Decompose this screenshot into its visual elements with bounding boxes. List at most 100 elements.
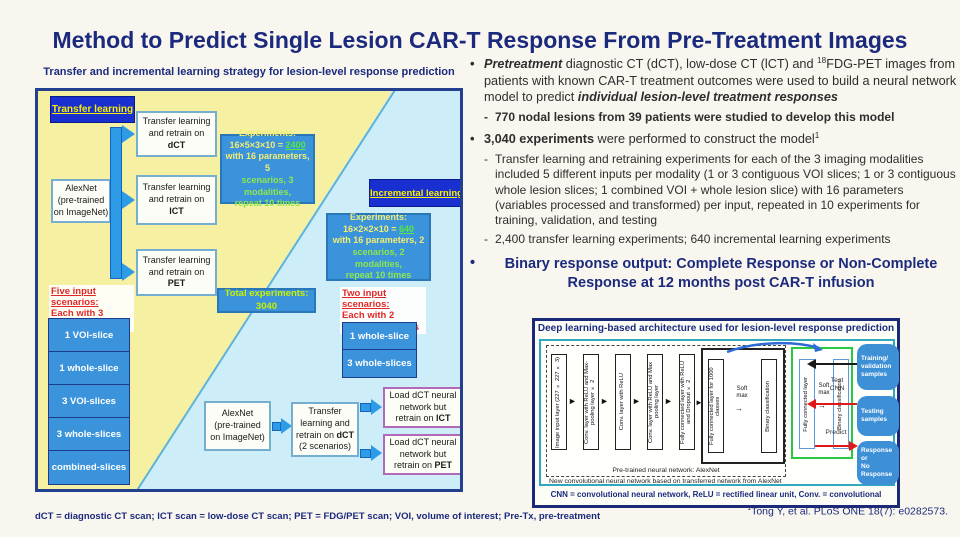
scenario-inc-1-whole-slice: 1 whole-slice	[343, 323, 416, 350]
load-retrain-pet-box: Load dCT neural network but retrain on P…	[383, 434, 460, 475]
incremental-learning-label: Incremental learning	[369, 179, 460, 207]
alexnet-text: AlexNet (pre-trained on ImageNet)	[53, 183, 109, 217]
alexnet-box: AlexNet (pre-trained on ImageNet)	[51, 179, 111, 223]
alexnet-text-2: AlexNet (pre-trained on ImageNet)	[210, 408, 265, 442]
transfer-curve-arrow-icon	[726, 341, 823, 353]
alexnet-box-2: AlexNet (pre-trained on ImageNet)	[204, 401, 271, 451]
bullet-1-sub: - 770 nodal lesions from 39 patients wer…	[484, 110, 958, 125]
new-network-label: New convolutional neural network based o…	[549, 478, 782, 485]
softmax-arrow-1-icon: →	[735, 404, 743, 413]
arrow-to-lct-icon	[122, 191, 135, 209]
arrow-to-load-lct-icon	[371, 399, 382, 415]
total-experiments-box: Total experiments: 3040	[217, 288, 316, 313]
softmax-arrow-2-icon: →	[818, 401, 826, 410]
branch-arrow-bar	[110, 127, 122, 279]
tl2-suffix: (2 scenarios)	[298, 441, 352, 452]
b2-seg2: were performed to construct the model	[594, 132, 815, 147]
pet-bold: PET	[167, 278, 186, 289]
transfer-pet-box: Transfer learning and retrain on PET	[136, 249, 217, 296]
arrow-to-load-lct-bar	[360, 403, 371, 412]
predict-label: Predict	[825, 429, 847, 436]
binary-classification-1-text: Binary classification	[765, 380, 772, 432]
layer-conv-relu: Conv. layer with ReLU	[615, 354, 631, 450]
reference-sup: 1	[747, 505, 752, 512]
two-scenarios-stack: 1 whole-slice 3 whole-slices	[342, 322, 417, 378]
bullet-1-marker: •	[470, 56, 475, 71]
exp1-line4: scenarios, 3 modalities,	[241, 174, 294, 197]
b1-seg3: FDG-PET images from patients with known …	[484, 57, 957, 105]
b2-sup1: 1	[814, 131, 820, 141]
b1-sup18: 18	[817, 56, 827, 65]
dct-bold: dCT	[167, 139, 186, 150]
page-title: Method to Predict Single Lesion CAR-T Re…	[52, 27, 908, 53]
b2-sub1-marker: -	[484, 151, 488, 166]
b1-seg2: diagnostic CT (dCT), low-dose CT (lCT) a…	[562, 57, 818, 72]
b3-text: Binary response output: Complete Respons…	[504, 255, 938, 291]
experiments-incremental-box: Experiments: 16×2×2×10 = 640 with 16 par…	[326, 212, 431, 281]
pretrained-network-label: Pre-trained neural network: AlexNet	[612, 467, 720, 474]
b2-sub2-marker: -	[484, 231, 488, 246]
training-arrow-line	[815, 363, 857, 365]
reference-text: Tong Y, et al. PLoS ONE 18(7): e0282573.	[751, 505, 948, 518]
architecture-legend: CNN = convolutional neural network, ReLU…	[550, 490, 882, 499]
softmax-label-2: Soft max	[818, 383, 830, 396]
predict-arrow-head-icon	[849, 441, 858, 451]
load-lct-bold: lCT	[436, 413, 451, 424]
response-output-blob: Response or No Response	[857, 441, 899, 485]
layer-conv-relu-text: Conv. layer with ReLU	[619, 373, 626, 431]
exp1-total: 2400	[285, 139, 306, 150]
architecture-title: Deep learning-based architecture used fo…	[537, 323, 895, 334]
load-retrain-lct-box: Load dCT neural network but retrain on l…	[383, 387, 460, 428]
predict-arrow-line	[815, 445, 851, 447]
testing-samples-blob: Testing samples	[857, 396, 899, 436]
b1-pretreatment: Pretreatment	[484, 57, 563, 72]
layer-arrow-1-icon: ►	[568, 396, 577, 406]
bullet-list: • Pretreatment diagnostic CT (dCT), low-…	[470, 56, 958, 297]
arrow-alexnet2-bar	[272, 422, 281, 431]
layer-arrow-5-icon: ►	[695, 398, 703, 407]
bullet-3-marker: •	[470, 254, 476, 271]
layer-fc-dropout: Fully connected layer with ReLU and Drop…	[679, 354, 695, 450]
lct-bold: lCT	[169, 205, 184, 216]
training-arrow-head-icon	[807, 359, 816, 369]
learning-strategy-diagram: Transfer learning AlexNet (pre-trained o…	[35, 88, 463, 492]
layer-arrow-3-icon: ►	[632, 396, 641, 406]
binary-classification-box-1: Binary classification	[761, 359, 777, 453]
scenario-3-whole-slices: 3 whole-slices	[49, 418, 129, 451]
transfer-learning-label: Transfer learning	[50, 96, 135, 123]
load-lct-prefix: Load dCT neural network but retrain on	[389, 389, 457, 424]
exp2-total: 640	[399, 223, 415, 234]
diagram-subtitle: Transfer and incremental learning strate…	[43, 66, 455, 78]
layer-image-input-text: Image input layer (227 × 227 × 3)	[555, 356, 562, 448]
five-scenarios-stack: 1 VOI-slice 1 whole-slice 3 VOI-slices 3…	[48, 318, 130, 485]
load-pet-prefix: Load dCT neural network but retrain on	[389, 436, 457, 471]
layer-conv-maxpool-1: Conv. layer with ReLU and Max-pooling la…	[583, 354, 599, 450]
bullet-1: • Pretreatment diagnostic CT (dCT), low-…	[470, 56, 958, 106]
test-arrow-head-icon	[807, 399, 816, 409]
layer-fc-dropout-text: Fully connected layer with ReLU and Drop…	[680, 360, 692, 444]
exp1-line3: with 16 parameters, 5	[225, 151, 310, 174]
exp1-line1: Experiments:	[238, 128, 297, 139]
b2-experiments: 3,040 experiments	[484, 132, 595, 147]
exp2-line4: scenarios, 2 modalities,	[352, 247, 405, 269]
scenario-inc-3-whole-slices: 3 whole-slices	[343, 350, 416, 377]
transfer-lct-text: Transfer learning and retrain on	[142, 182, 211, 205]
pretrained-network-box: Image input layer (227 × 227 × 3) ► Conv…	[546, 345, 786, 477]
bullet-2-sub2: - 2,400 transfer learning experiments; 6…	[484, 232, 958, 247]
exp2-formula: 16×2×2×10 =	[342, 223, 400, 234]
layer-conv-maxpool-2-text: Conv. layer with ReLU and Max pooling la…	[648, 361, 660, 443]
alexnet-head-group: Fully connected layer for 1000 classes S…	[701, 348, 785, 464]
b2-sub2-text: 2,400 transfer learning experiments; 640…	[495, 231, 891, 246]
bullet-2-sub1: - Transfer learning and retraining exper…	[484, 152, 958, 229]
scenario-1-voi-slice: 1 VOI-slice	[49, 319, 129, 352]
architecture-canvas: Image input layer (227 × 227 × 3) ► Conv…	[539, 339, 899, 486]
softmax-label-1: Soft max	[736, 386, 748, 399]
bullet-2-marker: •	[470, 131, 475, 147]
two-scenarios-line1: Two input scenarios:	[342, 288, 390, 311]
exp1-formula: 16×5×3×10 =	[229, 139, 286, 150]
tl2-dct-bold: dCT	[336, 429, 355, 440]
transfer-dct-2scen-box: Transfer learning and retrain on dCT (2 …	[291, 402, 359, 457]
arrow-to-load-pet-bar	[360, 449, 371, 458]
b1-responses: individual lesion-level treatment respon…	[577, 90, 838, 105]
